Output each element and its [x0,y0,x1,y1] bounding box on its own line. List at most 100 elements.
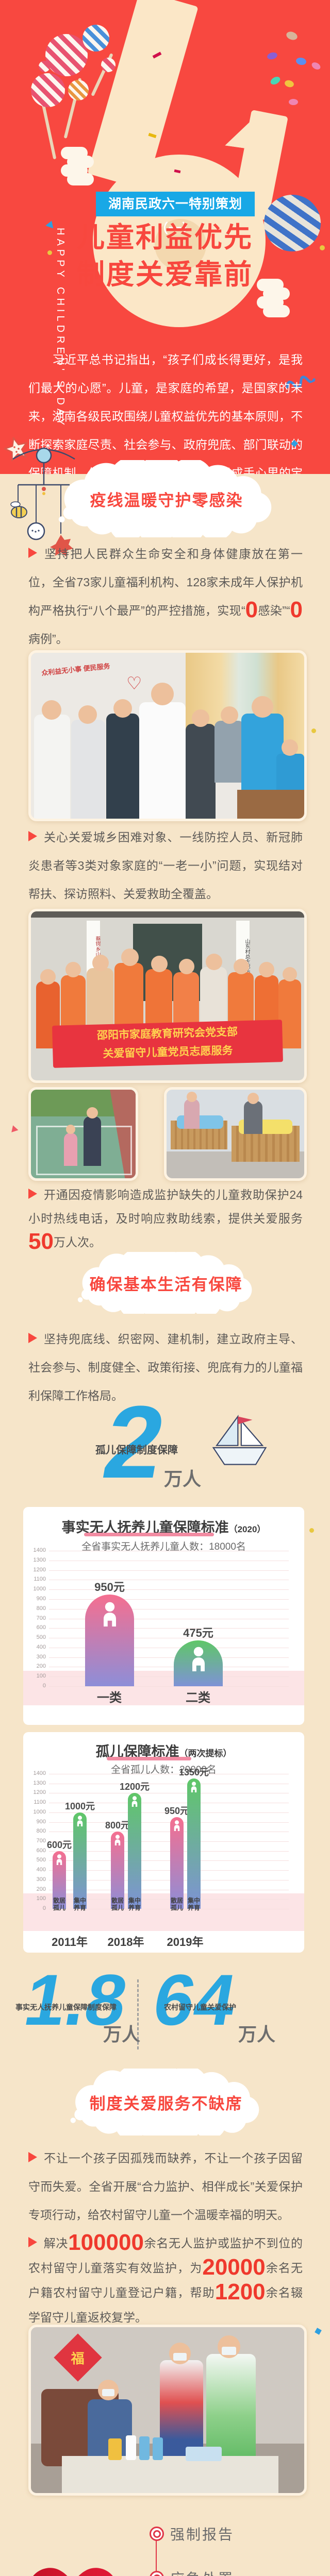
gridline [49,1599,289,1600]
gridline [49,1851,289,1852]
gridline [49,1686,289,1687]
chart2-year-2011: 2011年 [52,1936,88,1948]
bullet-triangle-icon [28,831,37,841]
page-title-line1: 儿童利益优先 [77,222,253,253]
candy-icon [269,75,282,87]
page-title-line2: 制度关爱靠前 [77,259,253,290]
paragraph-guardianship-numbers: 解决100000余名无人监护或监护不到位的农村留守儿童落实有效监护，为20000… [28,2230,303,2324]
squiggle-decoration [61,147,94,185]
photo-person-blue-polo [276,754,304,790]
candy-icon [285,30,299,42]
candy-icon [295,57,307,66]
section1-heading-bubble: 疫线温暖守护零感染 [56,460,277,537]
chart2-sublabel: 散居孤儿 [170,1897,183,1911]
y-tick-label: 900 [36,1818,46,1825]
photo-supplies-pack [186,2447,222,2461]
y-tick-label: 500 [36,1634,46,1641]
y-tick-label: 200 [36,1663,46,1670]
four-system-item-1: 强制报告 [170,2527,235,2543]
gridline [49,1676,289,1677]
photo-person-head [151,683,174,705]
photo-person-head [221,706,238,724]
timeline-ring-icon [150,2571,164,2576]
photo-face-mask [222,2347,236,2355]
gridline [49,1812,289,1813]
section2-heading-bubble: 确保基本生活有保障 [58,1252,274,1314]
y-tick-label: 1300 [33,1556,46,1563]
photo-person-head [248,1093,259,1104]
photo-person-head [92,955,109,971]
photo-person-head [78,705,97,724]
photo-person [186,724,216,819]
y-tick-label: 700 [36,1615,46,1621]
y-tick-label: 1000 [33,1808,46,1815]
stat-left-unit: 万人 [103,2024,141,2045]
photo-officials-visit: 众利益无小事 便民服务 ♡ [28,650,307,821]
chart1-plot: 950元 475元 [49,1551,289,1687]
photo-person-head [282,739,298,756]
squiggle-decoration [257,279,290,317]
four-system-item-2: 应急处置 [170,2568,234,2576]
y-tick-label: 300 [36,1653,46,1660]
photo-person-head [65,962,81,977]
y-tick-label: 400 [36,1867,46,1873]
y-tick-label: 500 [36,1857,46,1863]
header-banner-area: 湖南民政六一特别策划（一） 儿童利益优先 制度关爱靠前 HAPPY CHILDR… [0,0,330,474]
photo-person-head [121,948,139,966]
y-tick-label: 800 [36,1828,46,1835]
y-tick-label: 1100 [34,1576,46,1583]
photo-home-visit: 福 [28,2325,307,2496]
photo-bottle [108,2438,122,2460]
chart1-subtitle: 全省事实无人抚养儿童人数：18000名 [81,1541,246,1552]
lollipop-orange-icon [68,80,89,100]
lollipop-stick [41,103,57,160]
gridline [49,1570,289,1571]
photo-adult-figure [84,1116,101,1166]
orphan-stat-unit: 万人 [164,1468,202,1489]
photo-person-head [151,956,168,972]
paragraph-guardianship-action: 不让一个孩子因孤残而缺养，不让一个孩子因留守而失爱。全省开展“合力监护、相伴成长… [28,2151,303,2222]
photo-person-head [206,954,222,970]
chart1-title-underline [84,1533,214,1536]
photo-person-leader [139,702,186,819]
chart1-pink-band [23,1671,304,1705]
paragraph-epidemic: 坚持把人民群众生命安全和身体健康放在第一位，全省73家儿童福利机构、128家未成… [28,547,303,646]
photo-person [106,714,139,819]
y-tick-label: 100 [36,1673,46,1680]
chart-card-factual-orphans: 事实无人抚养儿童保障标准（2020） 全省事实无人抚养儿童人数：18000名 0… [23,1507,304,1725]
chart1-bar-category2: 475元 [174,1626,223,1686]
y-tick-label: 800 [36,1605,46,1612]
y-tick-label: 200 [36,1886,46,1892]
y-tick-label: 900 [36,1595,46,1602]
y-tick-label: 1200 [33,1789,46,1796]
spring-squiggle-icon [286,376,316,389]
photo-heart-logo-icon: ♡ [126,674,142,693]
confetti [309,1528,314,1533]
photo-child-figure [64,1133,77,1166]
orphan-stat-label: 孤儿保障制度保障 [95,1445,178,1456]
photo-fu-diamond: 福 [54,2333,102,2382]
photo-bottle [126,2435,136,2460]
chart2-bar-2011-institution: 1000元 [65,1801,95,1909]
striped-ball-icon [264,195,321,251]
lollipop-blue-icon [82,25,109,52]
four-system-timeline-line [156,2533,157,2576]
stat-right-unit: 万人 [238,2024,276,2045]
intro-paragraph: 习近平总书记指出，“孩子们成长得更好，是我们最大的心愿”。儿童，是家庭的希望，是… [28,353,303,474]
bullet-triangle-icon [28,548,37,558]
y-tick-label: 600 [36,1847,46,1854]
series-banner: 湖南民政六一特别策划（一） [96,192,255,236]
y-tick-label: 600 [36,1624,46,1631]
lollipop-pink-icon [31,73,65,107]
stat-divider [137,1979,139,2049]
photo-volunteer-group: 蔡锷乡山东村村民委员 山东村总支部委员 邵阳市家庭教育研究会党支部 关爱留守儿童… [28,909,307,1083]
candy-icon [266,51,278,61]
chart1-bar-category1: 950元 [85,1581,134,1686]
gridline [49,1899,289,1900]
photo-person-head [87,1107,98,1118]
chart1-xlabel-2: 二类 [186,1691,210,1705]
photo-person-head [187,1092,197,1102]
chart1-y-axis: 0 100 200 300 400 500 600 700 800 900 1000 1100 1200… [26,1547,46,1689]
gridline [49,1589,289,1590]
